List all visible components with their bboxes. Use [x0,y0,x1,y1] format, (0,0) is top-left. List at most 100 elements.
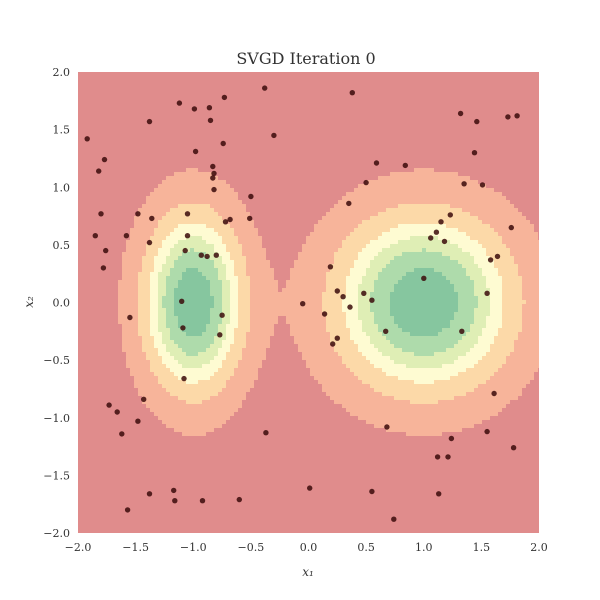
particle-point [217,332,223,338]
particle-point [92,233,99,239]
particle-point [221,94,228,101]
particle-point [127,314,133,321]
particle-point [172,498,178,504]
x-axis-label: x₁ [302,565,314,579]
particle-point [135,418,141,424]
y-tick-label: −0.5 [43,354,70,367]
particle-point [181,375,187,382]
particle-point [474,118,480,125]
density-contours [118,168,539,436]
particle-point [369,488,375,495]
y-tick-label: 0.0 [53,297,71,310]
y-tick-label: −1.5 [43,469,70,482]
particle-point [369,297,375,303]
particle-point [213,252,219,258]
x-tick-label: 1.0 [415,541,433,554]
particle-point [421,275,427,281]
particle-point [198,252,204,258]
particle-point [262,85,268,91]
particle-point [346,200,352,207]
particle-point [192,148,199,155]
particle-point [211,186,217,193]
x-tick-label: 0.0 [300,541,318,554]
y-axis-ticks: −2.0 −1.5 −1.0 −0.5 0.0 0.5 1.0 1.5 2.0 [43,66,70,540]
particle-point [184,211,191,217]
y-axis-label: x₂ [22,296,36,308]
particle-point [441,238,448,245]
particle-point [219,312,225,318]
particle-point [300,301,306,307]
particle-point [321,311,328,317]
particle-point [438,219,444,225]
particle-point [146,239,153,246]
particle-point [114,409,120,415]
y-tick-label: −1.0 [43,412,70,425]
particle-point [505,114,511,120]
contour-band-4 [162,248,478,356]
particle-point [247,215,253,222]
particle-point [220,140,226,147]
particle-point [204,253,210,260]
particle-point [176,100,183,106]
particle-point [206,105,213,111]
x-tick-label: −1.5 [122,541,149,554]
particle-point [210,163,216,170]
particle-point [184,233,191,239]
particle-point [363,179,369,186]
particle-point [84,136,90,142]
particle-point [236,496,242,503]
particle-point [210,175,216,181]
particle-point [349,90,355,96]
particle-point [248,193,254,200]
particle-point [373,160,380,166]
particle-point [484,290,490,296]
y-tick-label: 1.0 [53,181,71,194]
particle-point [428,235,434,241]
y-tick-label: 0.5 [53,239,71,252]
particle-point [123,233,130,239]
contour-band-3 [158,236,490,368]
contour-band-1 [138,204,526,404]
particle-point [514,113,520,119]
contour-band-5 [174,268,458,336]
particle-point [494,253,501,260]
particle-point [135,211,141,217]
particle-point [402,162,408,169]
x-tick-label: −1.0 [180,541,207,554]
particle-point [487,257,494,263]
particle-point [141,396,147,402]
particle-point [146,491,153,497]
particle-point [491,390,497,397]
y-tick-label: −2.0 [43,527,70,540]
particle-point [207,117,214,124]
particle-point [384,424,390,430]
particle-point [484,428,490,435]
particle-point [334,335,340,341]
x-tick-label: 1.5 [473,541,491,554]
y-tick-label: 1.5 [53,124,71,137]
x-tick-label: 0.5 [357,541,375,554]
particle-point [347,304,353,310]
plot-area [78,72,539,533]
particle-point [222,219,229,225]
particle-point [124,507,131,513]
particle-point [271,132,277,139]
particle-point [119,431,125,437]
particle-point [191,106,198,112]
y-tick-label: 2.0 [53,66,71,79]
x-tick-label: −0.5 [238,541,265,554]
particle-point [171,487,177,494]
particle-point [211,170,217,177]
particle-point [179,298,185,304]
particle-point [330,341,336,347]
x-tick-label: 2.0 [530,541,548,554]
particle-point [445,454,451,460]
chart-title: SVGD Iteration 0 [236,49,375,68]
contour-band-0 [118,168,539,436]
particle-point [307,485,313,491]
particle-point [180,325,186,331]
particle-point [447,212,453,218]
particle-point [436,491,442,497]
